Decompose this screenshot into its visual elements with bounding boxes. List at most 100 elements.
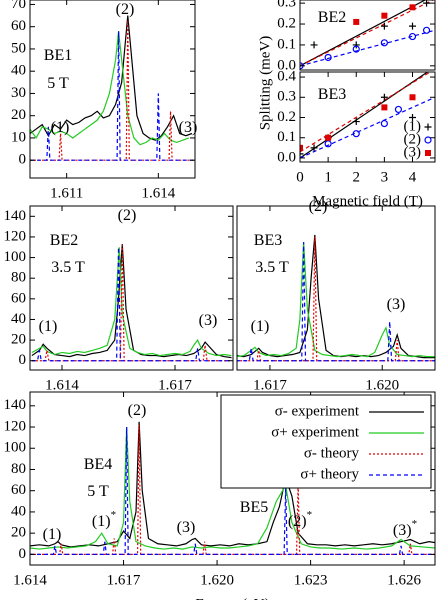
plot-area: [300, 0, 435, 70]
legend-label: σ+ experiment: [271, 424, 360, 440]
annotation-text: BE5: [240, 499, 268, 516]
y-tick-label: 100: [4, 249, 27, 265]
x-tick-label: 2: [353, 169, 361, 185]
frame: [29, 391, 436, 566]
circle-marker: [352, 45, 360, 53]
frame: [299, 0, 436, 71]
annotation: BE3: [318, 86, 346, 103]
annotation: (1): [51, 119, 70, 136]
y-tick-label: 0.3: [277, 89, 296, 105]
circle-marker: [380, 119, 388, 128]
y-tick-label: 0.2: [277, 15, 296, 31]
x-tick-label: 1.614: [45, 377, 79, 393]
y-axis-label: Splitting (meV): [257, 36, 273, 131]
x-tick-label: 1.626: [387, 572, 421, 588]
plot-area: [300, 72, 435, 159]
y-tick-label: 0.0: [277, 57, 296, 73]
plus-marker: [310, 144, 318, 152]
square-marker: [381, 104, 388, 111]
plot-area: [30, 15, 195, 161]
annotation: (2): [128, 402, 147, 419]
annotation: (2): [116, 1, 135, 18]
y-tick-label: 70: [11, 0, 26, 12]
x-axis-label: Magnetic field (T): [312, 193, 423, 209]
annotation-text: (1): [43, 526, 62, 543]
y-tick-label: 100: [4, 440, 27, 456]
fit-line: [300, 72, 429, 159]
annotation-text: (3): [199, 312, 218, 329]
circle-marker: [422, 26, 431, 34]
frame: [29, 205, 234, 371]
y-tick-label: 20: [11, 525, 26, 541]
circle-marker: [408, 32, 417, 41]
annotation-sup: *: [111, 509, 117, 521]
annotation-sup: *: [412, 518, 418, 530]
circle-marker: [324, 140, 332, 148]
annotation: (3): [199, 312, 218, 329]
y-tick-label: 80: [11, 461, 26, 477]
annotation-text: 3.5 T: [255, 259, 289, 276]
legend-label: (3): [404, 144, 422, 160]
spectrum-line: [30, 15, 193, 141]
plot-area: [30, 421, 435, 555]
spectrum-line: [30, 421, 435, 548]
frame: [299, 71, 436, 163]
plot-area: [31, 244, 232, 362]
x-tick-label: 1.617: [107, 572, 141, 588]
plus-marker: [310, 41, 318, 49]
legend-label: (2): [404, 131, 422, 147]
annotation-text: (1): [251, 318, 270, 335]
x-tick-label: 0: [296, 169, 304, 185]
frame: [29, 0, 196, 179]
annotation: (3): [387, 296, 406, 313]
fit-line: [300, 29, 435, 67]
annotation: (3): [177, 519, 196, 536]
y-tick-label: 0.3: [277, 0, 296, 11]
legend-label: σ- experiment: [275, 403, 360, 419]
annotation: BE2: [50, 232, 78, 249]
y-tick-label: 120: [4, 228, 27, 244]
y-tick-label: 0.2: [277, 109, 296, 125]
annotation: 3.5 T: [51, 259, 85, 276]
spectrum-line: [31, 247, 232, 362]
plus-marker: [300, 150, 304, 158]
spectrum-line: [237, 242, 435, 358]
plus-marker: [409, 114, 416, 122]
x-tick-label: 4: [409, 169, 417, 185]
annotation: BE4: [84, 456, 112, 473]
annotation: (3)*: [393, 518, 417, 539]
annotation-text: BE2: [318, 9, 346, 26]
y-tick-label: 60: [11, 18, 26, 34]
annotation: (1)*: [92, 509, 116, 530]
y-tick-label: 60: [11, 290, 26, 306]
y-tick-label: 30: [11, 85, 26, 101]
circle-marker: [352, 130, 360, 138]
y-tick-label: 40: [11, 63, 26, 79]
y-tick-label: 0.1: [277, 36, 296, 52]
legend-box: [220, 394, 432, 489]
annotation-text: (3): [177, 519, 196, 536]
circle-marker: [424, 136, 432, 144]
square-marker: [381, 12, 388, 19]
fit-line: [300, 96, 435, 159]
annotation-text: (2): [118, 207, 137, 224]
annotation-text: 5 T: [87, 483, 109, 500]
annotation-text: BE2: [50, 232, 78, 249]
x-tick-label: 1.623: [294, 572, 328, 588]
square-marker: [325, 134, 332, 141]
annotation: (1): [39, 318, 58, 335]
annotation: (3): [179, 119, 198, 136]
spectrum-line: [30, 31, 195, 161]
annotation: BE1: [44, 47, 72, 64]
y-tick-label: 10: [11, 129, 26, 145]
square-marker: [409, 94, 416, 101]
x-tick-label: 3: [381, 169, 389, 185]
annotation-text: BE3: [254, 232, 282, 249]
annotation: BE5: [240, 499, 268, 516]
x-tick-label: 1.614: [13, 572, 47, 588]
annotation: BE3: [254, 232, 282, 249]
y-tick-label: 140: [4, 397, 27, 413]
x-tick-label: 1.620: [200, 572, 234, 588]
annotation-text: (2): [128, 402, 147, 419]
legend-label: (1): [404, 118, 422, 134]
